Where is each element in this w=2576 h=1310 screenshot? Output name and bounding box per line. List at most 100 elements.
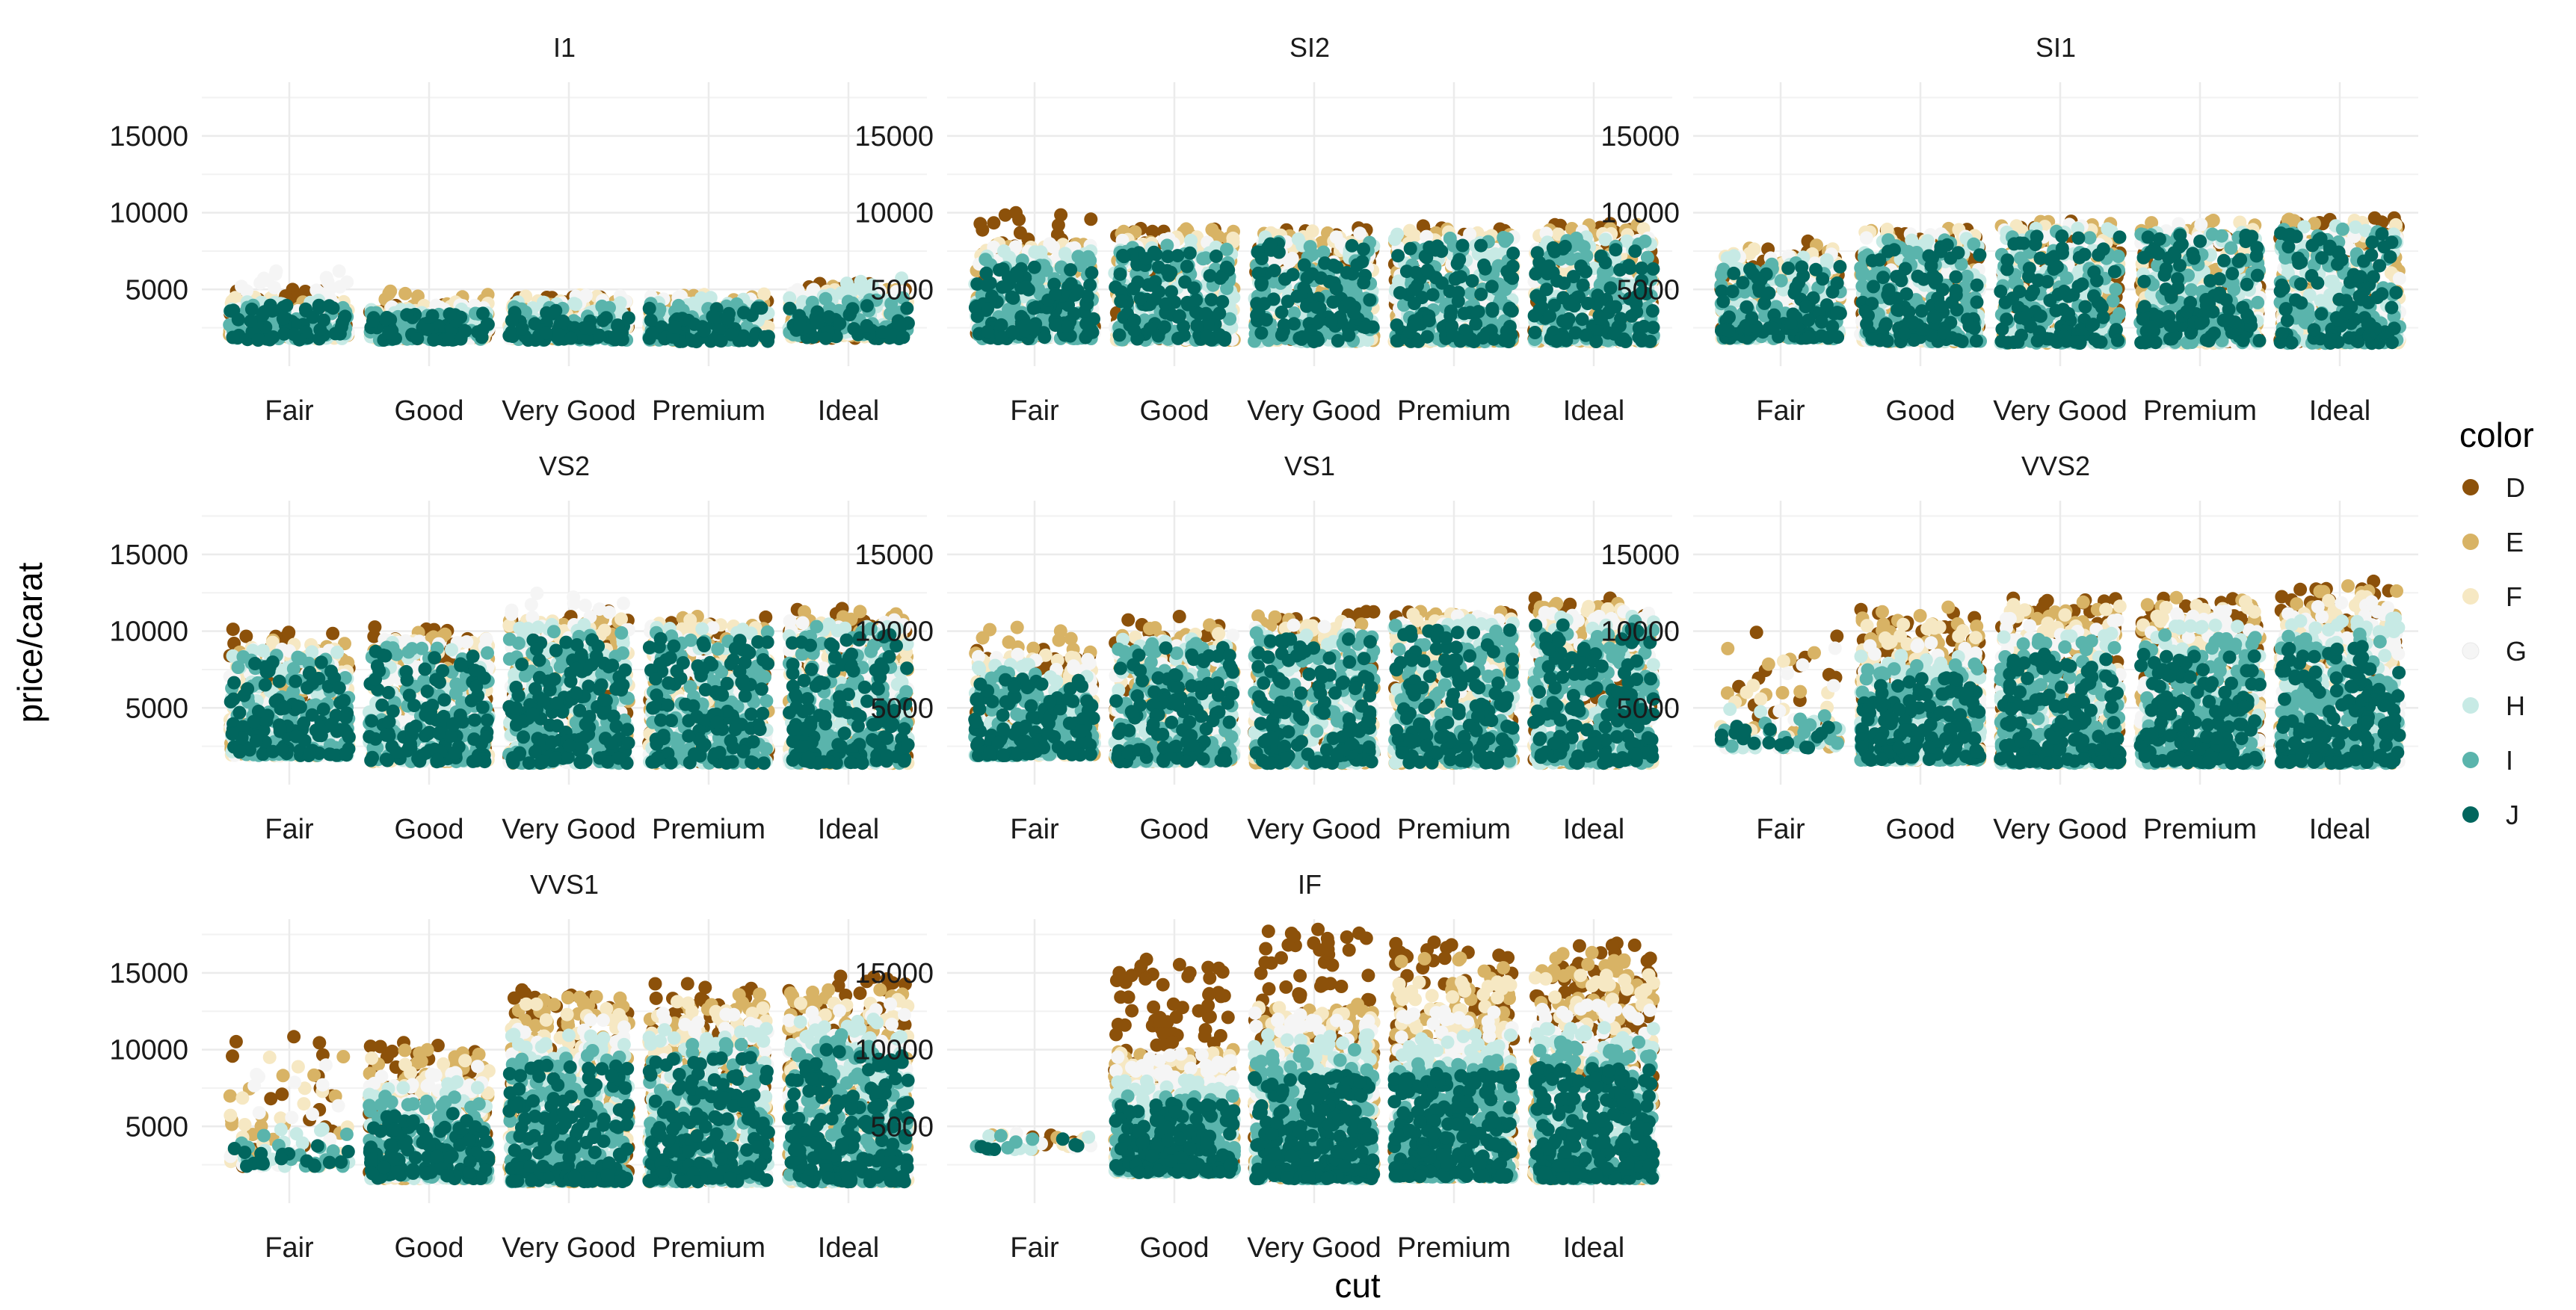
point-J [276,312,290,326]
point-J [1331,334,1345,347]
point-J [382,327,396,340]
point-J [1278,272,1292,286]
point-J [1363,293,1377,307]
point-J [1346,306,1361,320]
point-J [1203,269,1217,282]
point-J [1171,331,1185,345]
point-H [569,297,583,312]
point-I [1498,282,1512,297]
x-tick-label: Premium [1397,395,1511,427]
point-F [228,291,242,305]
point-J [1187,281,1201,295]
point-J [754,301,768,315]
point-J [1199,306,1213,321]
point-J [1147,245,1161,259]
point-J [1329,282,1343,296]
point-J [1358,321,1372,335]
point-J [1455,238,1470,253]
point-J [1497,333,1512,347]
point-J [1189,293,1204,307]
point-J [244,302,259,316]
point-J [1422,314,1436,327]
y-tick-label: 5000 [125,274,188,306]
point-J [994,318,1008,332]
point-J [1454,270,1468,284]
point-J [1112,328,1127,342]
point-J [1027,260,1041,274]
point-J [1478,262,1492,276]
point-D [298,285,312,298]
point-J [1165,285,1178,299]
point-J [1158,297,1172,311]
point-J [1393,285,1407,300]
point-J [1143,321,1157,336]
x-tick-label: Ideal [1563,395,1624,427]
point-J [502,329,517,343]
point-I [671,298,685,312]
point-J [1190,318,1204,333]
point-J [999,279,1013,294]
point-J [706,309,720,324]
point-J [443,307,457,321]
point-J [1474,238,1488,253]
point-J [793,317,807,331]
point-J [1326,259,1340,272]
point-J [1408,297,1421,311]
point-J [1474,287,1488,301]
point-D [998,208,1012,222]
point-J [1465,274,1479,288]
point-J [475,330,489,345]
point-J [231,312,245,327]
point-J [280,298,294,312]
point-G [268,281,282,294]
point-G [324,281,338,295]
point-I [1500,232,1515,246]
point-D [1012,212,1026,226]
point-J [1212,306,1227,321]
point-G [319,271,333,285]
point-J [1355,255,1369,269]
x-tick-label: Ideal [818,395,879,427]
point-J [896,330,910,345]
point-J [981,324,995,339]
point-J [480,317,494,331]
point-J [1345,238,1359,253]
point-J [1026,321,1040,336]
point-J [1423,240,1437,254]
point-J [458,324,472,338]
point-J [226,330,240,345]
point-J [1307,335,1321,349]
point-G [1463,227,1477,241]
point-J [410,332,425,346]
point-J [244,314,258,328]
facet-strip-label: I1 [553,32,576,63]
point-J [1297,258,1311,272]
point-J [1254,252,1269,265]
point-J [981,302,994,316]
point-J [312,300,326,315]
point-J [427,333,441,347]
point-J [596,313,610,327]
point-J [1469,317,1483,331]
point-F [1305,224,1319,238]
point-J [1079,317,1093,331]
point-J [860,319,874,333]
point-J [1254,326,1269,340]
point-J [1275,305,1289,319]
point-J [1453,334,1467,348]
point-J [251,333,265,347]
x-tick-label: Premium [652,395,765,427]
y-tick-label: 15000 [109,121,188,152]
x-tick-label: Fair [265,395,314,427]
point-J [1408,282,1422,297]
point-J [1085,266,1099,280]
point-J [1038,330,1052,345]
point-J [256,308,270,322]
point-J [1083,278,1097,292]
point-J [1435,244,1449,259]
point-J [1048,318,1062,333]
point-J [1485,279,1499,294]
point-J [1209,249,1223,263]
